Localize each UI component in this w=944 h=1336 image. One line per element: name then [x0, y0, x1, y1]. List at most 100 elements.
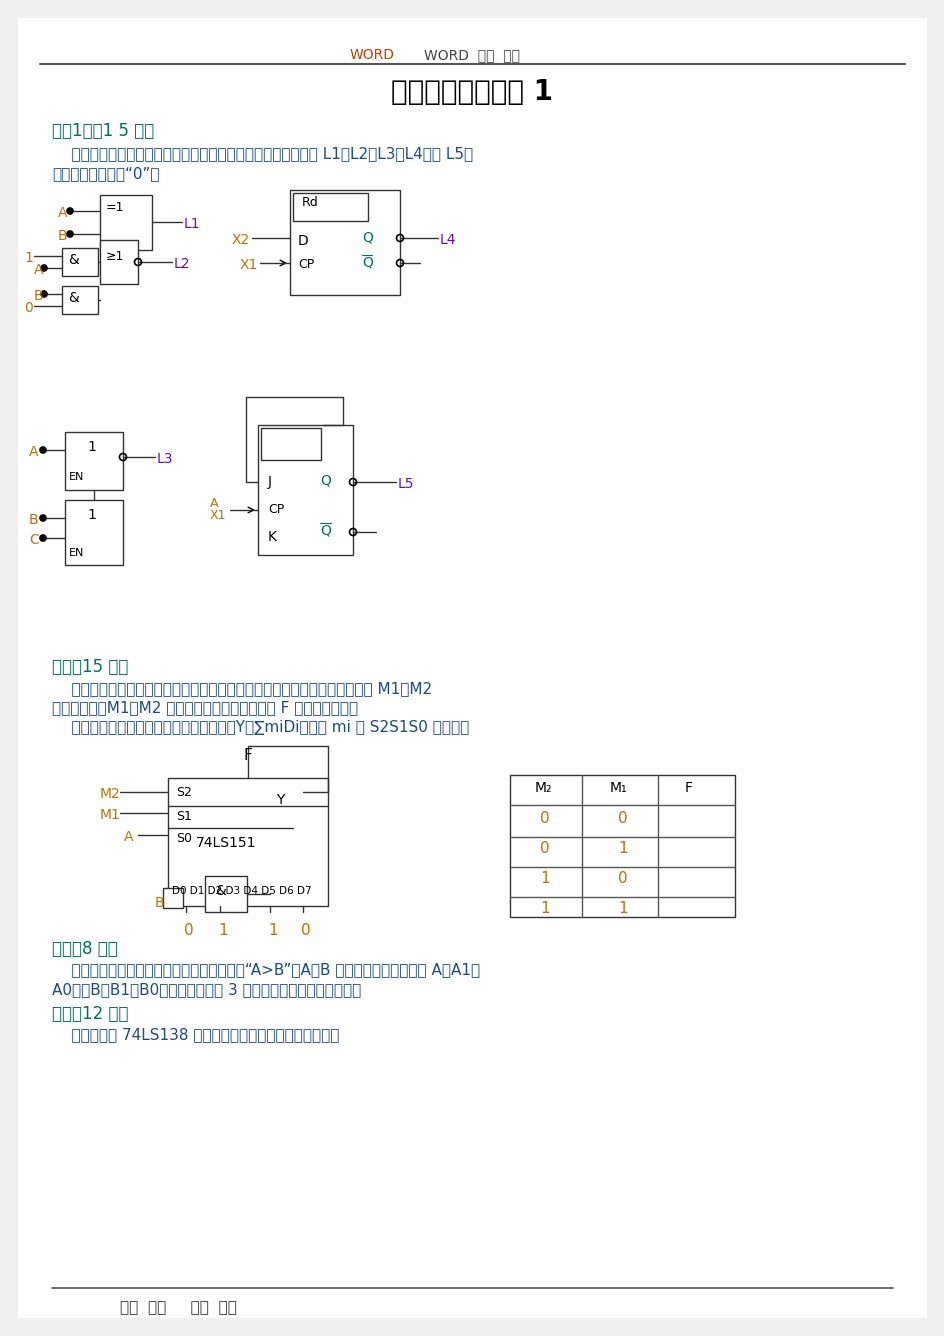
Circle shape: [40, 534, 46, 541]
Text: Rd: Rd: [302, 196, 318, 208]
Text: A: A: [34, 263, 43, 277]
Text: 已知由八选一数据选择器组成的逻辑电路如下所示。试按步骤分析该电路在 M1、M2: 已知由八选一数据选择器组成的逻辑电路如下所示。试按步骤分析该电路在 M1、M2: [52, 681, 431, 696]
Text: WORD: WORD: [349, 48, 395, 61]
Text: S0: S0: [176, 832, 192, 844]
Text: A: A: [29, 445, 39, 460]
Text: B: B: [155, 896, 164, 910]
Text: 1: 1: [87, 440, 95, 454]
Circle shape: [67, 231, 73, 236]
Text: M2: M2: [100, 787, 121, 802]
Text: L1: L1: [184, 216, 200, 231]
Bar: [168, 778, 328, 906]
Bar: [100, 195, 152, 250]
Text: 1: 1: [268, 923, 278, 938]
Text: B: B: [34, 289, 43, 303]
Bar: [65, 432, 123, 490]
Circle shape: [41, 265, 47, 271]
Bar: [65, 500, 123, 565]
Text: 八选一数据选择器输出端逻辑表达式为：Y＝∑miDi，其中 mi 是 S2S1S0 最小项。: 八选一数据选择器输出端逻辑表达式为：Y＝∑miDi，其中 mi 是 S2S1S0…: [52, 720, 469, 735]
Text: WORD  格式  整理: WORD 格式 整理: [424, 48, 519, 61]
Text: 0: 0: [617, 871, 627, 886]
Text: 四．（12 分）: 四．（12 分）: [52, 1005, 128, 1023]
Text: &: &: [215, 884, 226, 898]
Text: &: &: [68, 253, 78, 267]
Text: D0 D1 D2 D3 D4 D5 D6 D7: D0 D1 D2 D3 D4 D5 D6 D7: [172, 886, 312, 896]
Text: L2: L2: [174, 257, 191, 271]
Text: Q: Q: [320, 473, 330, 488]
Text: X1: X1: [210, 509, 227, 522]
Text: F: F: [244, 748, 252, 763]
Text: &: &: [68, 291, 78, 305]
Text: CP: CP: [297, 258, 314, 271]
Text: 试按步骤用 74LS138 和门电路产生如下多输出逻辑函数。: 试按步骤用 74LS138 和门电路产生如下多输出逻辑函数。: [52, 1027, 339, 1042]
Text: CP: CP: [268, 502, 284, 516]
Text: B: B: [29, 513, 39, 526]
Text: 试按步骤设计一个组合逻辑电路，实现语句“A>B”，A、B 均为两位二进制数，即 A（A1、: 试按步骤设计一个组合逻辑电路，实现语句“A>B”，A、B 均为两位二进制数，即 …: [52, 962, 480, 977]
Text: 1: 1: [539, 900, 549, 916]
Bar: [261, 428, 321, 460]
Text: B: B: [58, 228, 68, 243]
Circle shape: [40, 448, 46, 453]
Text: A0）、B（B1、B0）。要求用三个 3 输入端与门和一个或门实现。: A0）、B（B1、B0）。要求用三个 3 输入端与门和一个或门实现。: [52, 982, 361, 997]
Text: M₂: M₂: [534, 782, 552, 795]
Circle shape: [40, 514, 46, 521]
Bar: [290, 190, 399, 295]
Text: C: C: [29, 533, 39, 546]
Text: 设各触发器初态为“0”。: 设各触发器初态为“0”。: [52, 166, 160, 180]
Text: 0: 0: [24, 301, 33, 315]
Text: A: A: [58, 206, 67, 220]
Text: ≥1: ≥1: [106, 250, 125, 263]
Circle shape: [67, 208, 73, 214]
Text: 1: 1: [617, 900, 627, 916]
Text: S2: S2: [176, 786, 192, 799]
Text: 取不同值时（M1、M2 取值情况如下表所示）输出 F 的逻辑表达式。: 取不同值时（M1、M2 取值情况如下表所示）输出 F 的逻辑表达式。: [52, 700, 358, 715]
Text: J: J: [268, 476, 272, 489]
Text: M₁: M₁: [610, 782, 627, 795]
Text: 1: 1: [87, 508, 95, 522]
Text: S1: S1: [176, 810, 192, 823]
Text: =1: =1: [106, 200, 125, 214]
Text: M1: M1: [100, 808, 121, 822]
Bar: [293, 192, 367, 220]
Text: 一．1．（1 5 分）: 一．1．（1 5 分）: [52, 122, 154, 140]
Text: Q: Q: [320, 522, 330, 537]
Text: K: K: [268, 530, 277, 544]
Bar: [258, 425, 353, 554]
Text: EN: EN: [69, 548, 84, 558]
Text: Q: Q: [362, 255, 373, 269]
Text: 0: 0: [617, 811, 627, 826]
Text: 三．（8 分）: 三．（8 分）: [52, 941, 118, 958]
Bar: [510, 775, 734, 916]
Text: 数字电子技术基础 1: 数字电子技术基础 1: [391, 77, 552, 106]
Text: 1: 1: [617, 840, 627, 856]
Text: D: D: [297, 234, 309, 248]
Text: F: F: [684, 782, 692, 795]
Text: Y: Y: [276, 794, 284, 807]
Bar: [100, 240, 138, 285]
Bar: [62, 286, 98, 314]
Text: Q: Q: [362, 230, 373, 244]
Text: 0: 0: [539, 840, 549, 856]
Text: 0: 0: [301, 923, 311, 938]
Text: 1: 1: [539, 871, 549, 886]
Text: 二．（15 分）: 二．（15 分）: [52, 659, 128, 676]
Text: A: A: [124, 830, 133, 844]
Bar: [205, 876, 246, 912]
Text: L4: L4: [440, 232, 456, 247]
Text: 1: 1: [24, 251, 33, 265]
Text: 74LS151: 74LS151: [195, 836, 256, 850]
Text: 学习  参考     资料  分享: 学习 参考 资料 分享: [120, 1300, 237, 1315]
Text: 1: 1: [218, 923, 228, 938]
Bar: [62, 248, 98, 277]
Text: L5: L5: [397, 477, 414, 492]
Bar: [162, 888, 183, 908]
Circle shape: [41, 291, 47, 297]
Text: EN: EN: [69, 472, 84, 482]
Text: A: A: [210, 497, 218, 510]
Text: X2: X2: [232, 232, 250, 247]
Text: X1: X1: [240, 258, 258, 273]
Text: 0: 0: [539, 811, 549, 826]
Text: 试根据图示输入信号波形分别画出各电路相应的输出信号波形 L1、L2、L3、L4、和 L5。: 试根据图示输入信号波形分别画出各电路相应的输出信号波形 L1、L2、L3、L4、…: [52, 146, 473, 162]
Text: L3: L3: [157, 452, 174, 466]
Text: 0: 0: [184, 923, 194, 938]
